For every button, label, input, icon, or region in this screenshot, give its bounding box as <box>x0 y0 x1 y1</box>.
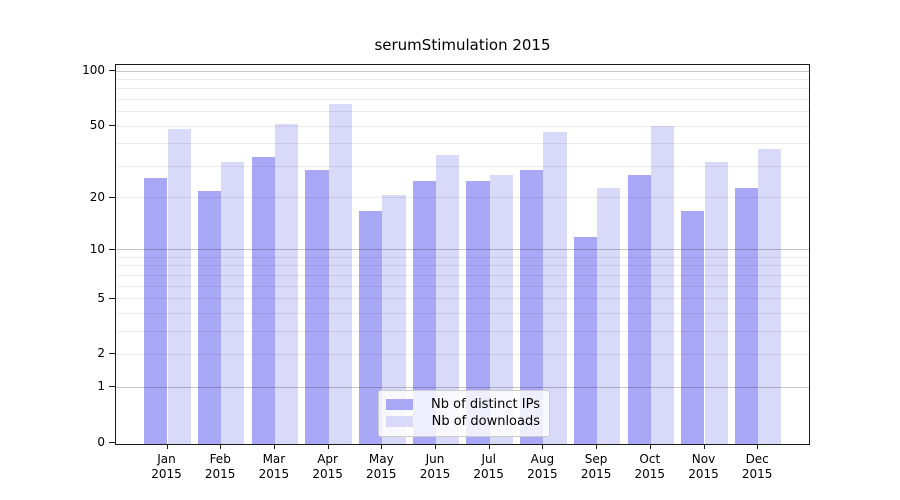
x-tick-label: Aug 2015 <box>527 452 558 481</box>
gridline-minor <box>116 111 809 113</box>
legend-label-distinct-ips: Nb of distinct IPs <box>431 397 540 412</box>
bar-distinct-ips-jan <box>144 178 168 444</box>
legend-label-downloads: Nb of downloads <box>431 414 540 429</box>
x-tick <box>435 444 436 449</box>
y-tick-label: 1 <box>97 379 105 394</box>
x-tick <box>757 444 759 449</box>
gridline-minor <box>116 125 809 127</box>
y-tick <box>109 248 115 250</box>
x-tick-label: Apr 2015 <box>312 452 343 481</box>
x-tick-label: Jul 2015 <box>473 452 504 481</box>
x-tick-label: Sep 2015 <box>580 452 612 481</box>
plot-area <box>115 64 810 445</box>
y-tick <box>109 442 115 443</box>
x-tick-label: Mar 2015 <box>258 452 290 481</box>
gridline-minor <box>116 143 809 145</box>
bar-downloads-jul <box>489 175 513 444</box>
x-tick-label: Jun 2015 <box>419 452 451 481</box>
x-tick-label: Dec 2015 <box>741 452 773 481</box>
y-tick-label: 5 <box>97 290 105 305</box>
y-tick <box>109 196 115 198</box>
y-tick <box>109 70 115 71</box>
bar-downloads-sep <box>597 187 621 444</box>
bar-downloads-dec <box>758 148 782 444</box>
x-tick <box>381 444 383 449</box>
y-tick-label: 50 <box>89 118 105 133</box>
y-tick <box>109 297 115 299</box>
bar-downloads-oct <box>650 125 675 444</box>
x-tick <box>327 444 329 449</box>
legend-item-distinct-ips: Nb of distinct IPs <box>386 396 540 413</box>
legend-item-downloads: Nb of downloads <box>386 413 540 430</box>
bar-distinct-ips-dec <box>734 187 759 444</box>
x-tick <box>220 444 222 449</box>
bar-distinct-ips-aug <box>520 169 544 444</box>
bar-downloads-jun <box>436 155 460 444</box>
bar-distinct-ips-may <box>359 211 383 444</box>
bar-distinct-ips-apr <box>305 169 329 444</box>
bar-distinct-ips-feb <box>197 191 222 444</box>
y-tick-label: 2 <box>97 346 105 361</box>
bar-downloads-apr <box>328 103 352 444</box>
bar-distinct-ips-sep <box>573 237 598 444</box>
bar-distinct-ips-nov <box>681 211 705 444</box>
y-tick <box>109 125 115 127</box>
gridline-minor <box>116 78 809 80</box>
bar-downloads-mar <box>274 123 299 444</box>
y-tick <box>109 386 115 388</box>
x-tick-label: May 2015 <box>366 452 397 481</box>
y-tick-label: 20 <box>89 189 105 204</box>
gridline-minor <box>116 98 809 100</box>
legend-swatch-downloads <box>386 416 413 427</box>
x-tick-label: Feb 2015 <box>204 452 236 481</box>
bar-downloads-nov <box>704 162 728 444</box>
y-tick <box>109 353 115 355</box>
x-tick-label: Jan 2015 <box>151 452 182 481</box>
legend: Nb of distinct IPs Nb of downloads <box>378 390 550 437</box>
bar-distinct-ips-jun <box>412 181 436 444</box>
legend-swatch-distinct-ips <box>386 399 413 410</box>
x-tick-label: Oct 2015 <box>634 452 666 481</box>
gridline-major <box>116 70 809 72</box>
y-tick-label: 100 <box>82 63 105 77</box>
bar-downloads-may <box>382 194 406 444</box>
x-tick <box>488 444 490 449</box>
x-tick-label: Nov 2015 <box>688 452 719 481</box>
chart-title: serumStimulation 2015 <box>374 36 551 54</box>
bar-distinct-ips-mar <box>251 157 275 444</box>
bar-distinct-ips-jul <box>466 181 490 444</box>
y-tick-label: 0 <box>97 435 105 449</box>
gridline-minor <box>116 88 809 90</box>
bar-downloads-aug <box>543 131 567 444</box>
x-tick <box>166 444 168 449</box>
bar-downloads-jan <box>167 128 191 444</box>
bar-distinct-ips-oct <box>627 175 651 444</box>
x-tick <box>542 444 544 449</box>
x-tick <box>596 444 598 449</box>
bar-downloads-feb <box>221 162 245 444</box>
x-tick <box>649 444 651 449</box>
y-tick-label: 10 <box>89 241 105 256</box>
x-tick <box>703 444 705 449</box>
x-tick <box>273 444 275 449</box>
